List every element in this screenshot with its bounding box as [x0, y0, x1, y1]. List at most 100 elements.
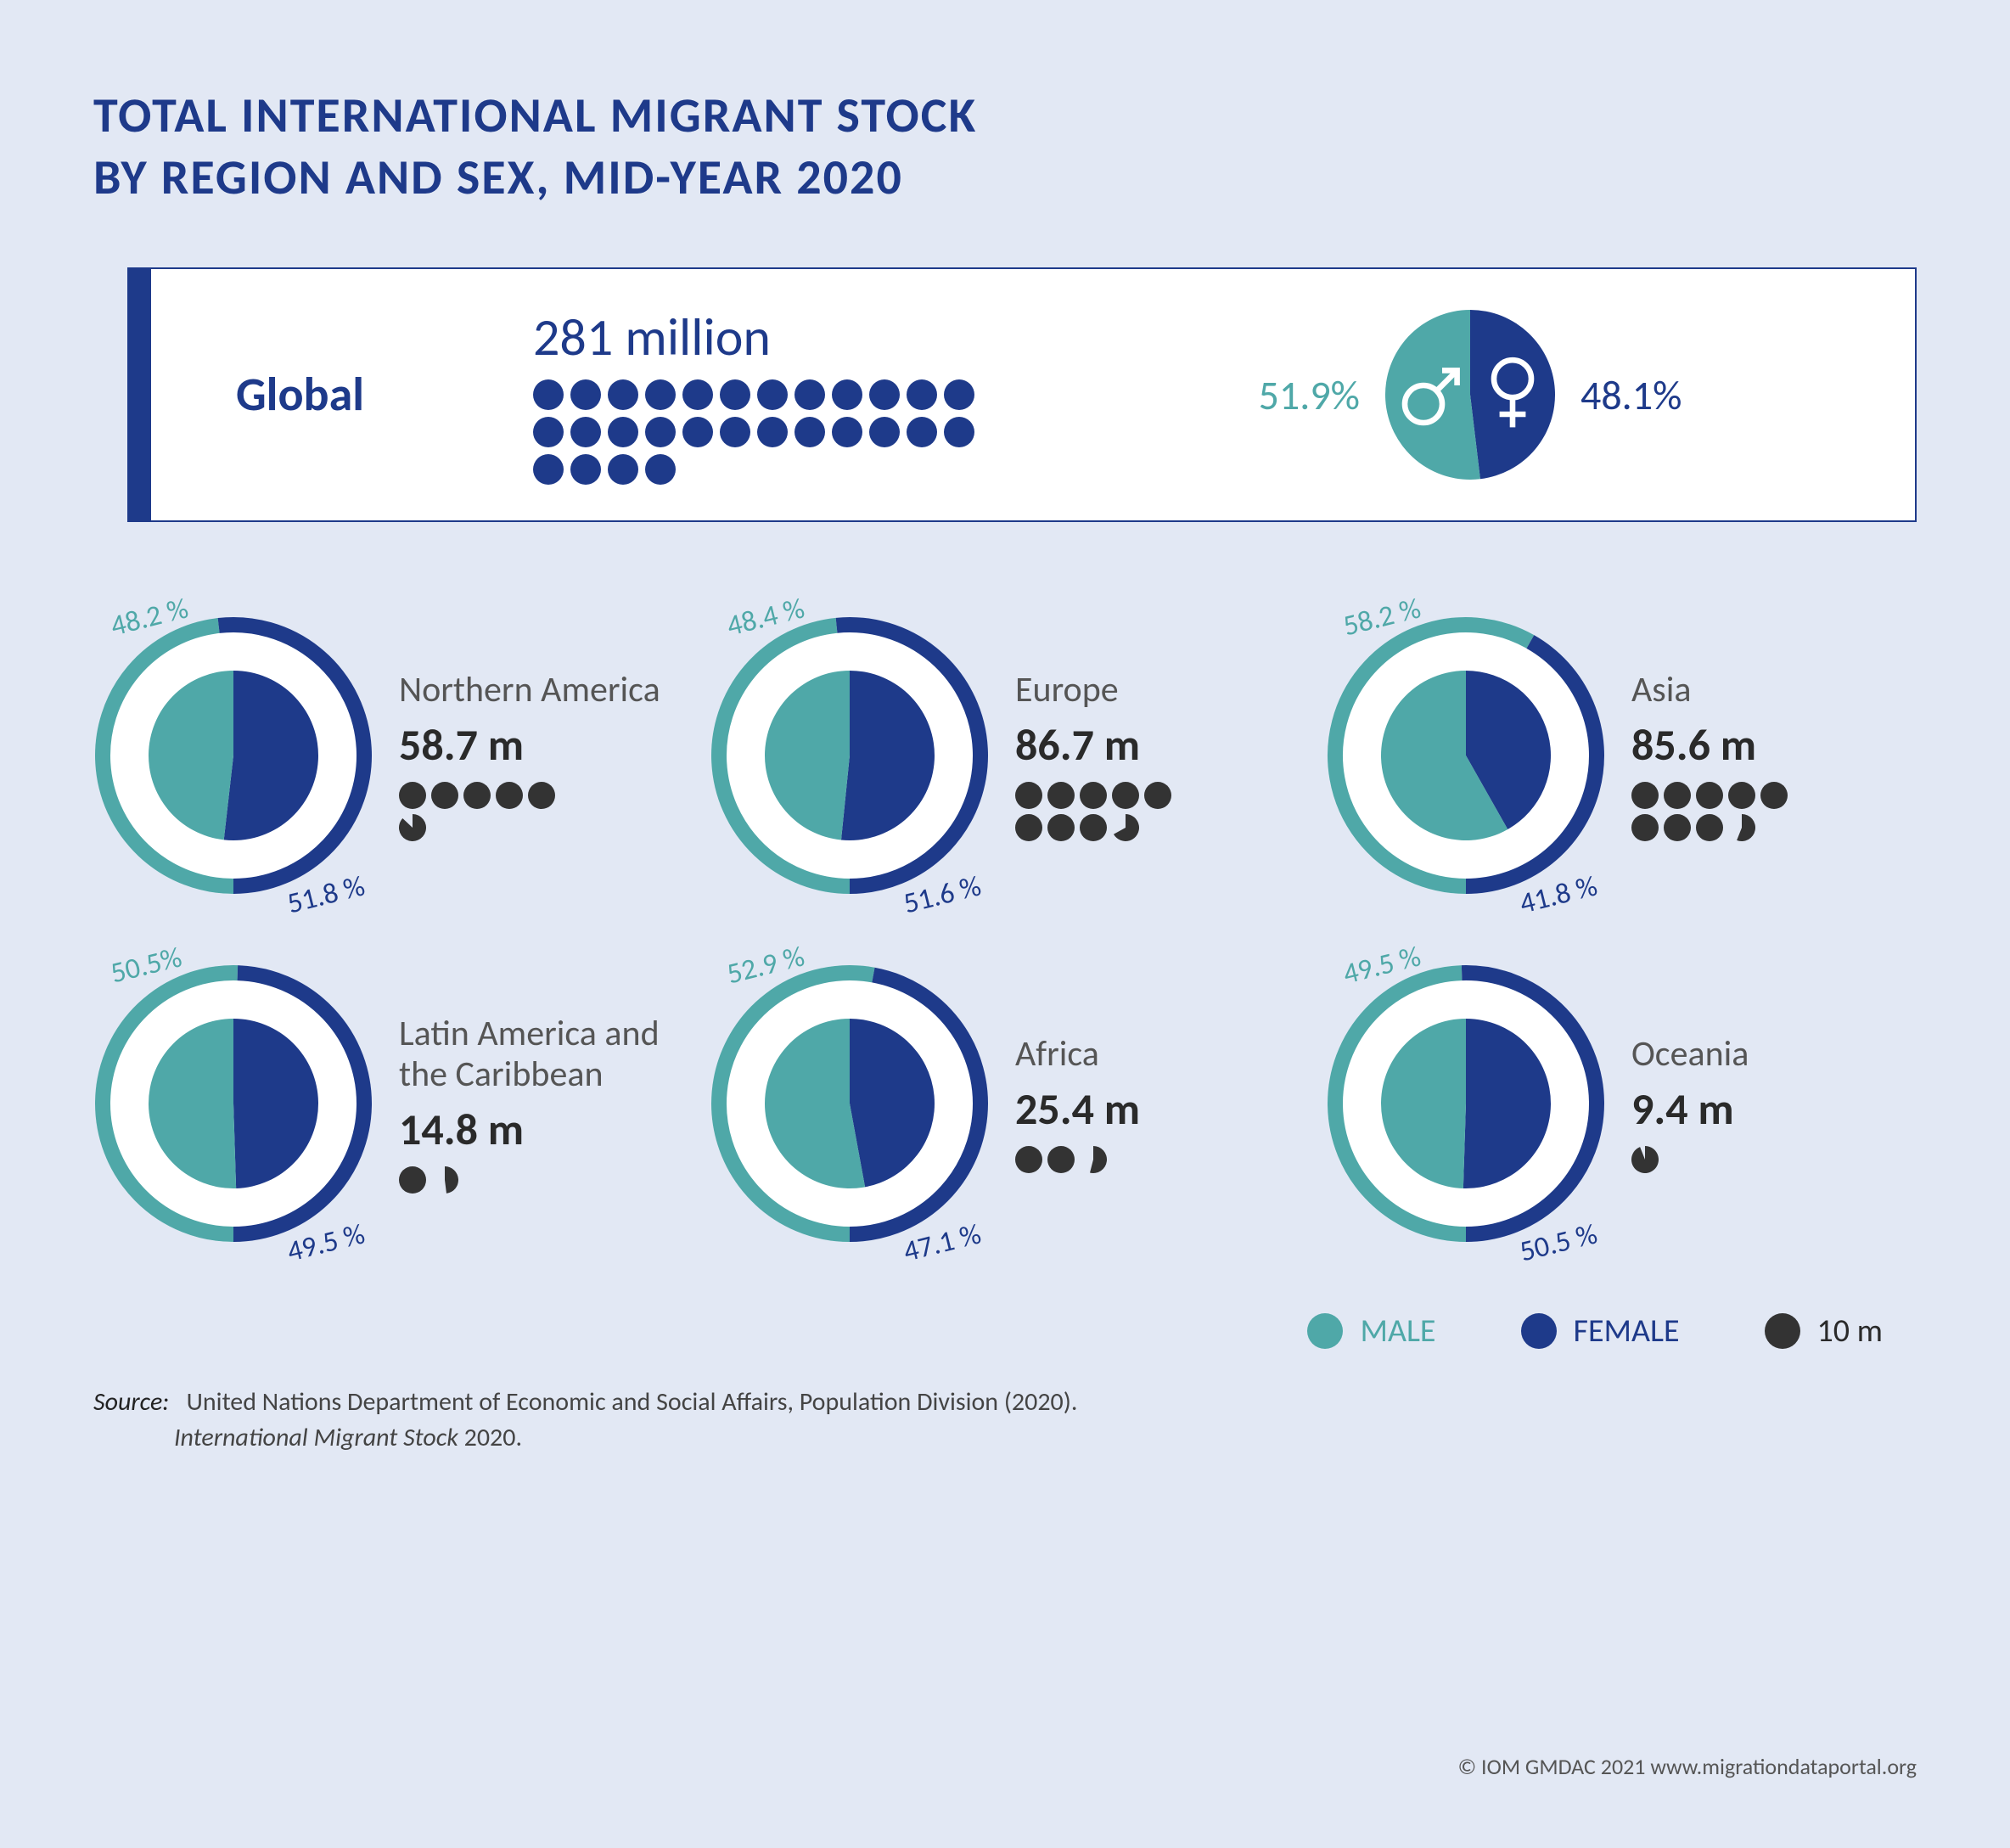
dot-icon — [533, 454, 564, 485]
dot-icon — [1112, 782, 1139, 809]
region-card: 58.2 % 41.8 % Asia 85.6 m — [1326, 615, 1917, 896]
partial-dot-icon — [1728, 814, 1755, 841]
global-pie-wrap: 51.9% 48.1% — [1076, 310, 1864, 480]
region-dot-row — [1015, 1146, 1202, 1173]
region-value: 58.7 m — [399, 717, 684, 772]
dot-icon — [1696, 782, 1723, 809]
region-card: 48.2 % 51.8 % Northern America 58.7 m — [93, 615, 684, 896]
region-info: Latin America and the Caribbean 14.8 m — [399, 1014, 684, 1194]
dot-icon — [1080, 814, 1107, 841]
region-name: Africa — [1015, 1034, 1300, 1075]
dot-icon — [528, 782, 555, 809]
regions-grid: 48.2 % 51.8 % Northern America 58.7 m 48… — [93, 581, 1917, 1286]
legend-unit: 10 m — [1765, 1312, 1883, 1351]
dot-icon — [682, 379, 713, 410]
global-pie-chart — [1385, 310, 1555, 480]
legend-male: MALE — [1307, 1312, 1435, 1351]
region-info: Oceania 9.4 m — [1631, 1034, 1917, 1173]
dot-icon — [399, 782, 426, 809]
region-name: Asia — [1631, 670, 1917, 711]
dot-icon — [1664, 782, 1691, 809]
dot-icon — [1047, 1146, 1075, 1173]
dot-icon — [720, 417, 750, 447]
dot-icon — [1015, 782, 1042, 809]
region-pie-chart: 48.4 % 51.6 % — [710, 615, 990, 896]
dot-icon — [869, 379, 900, 410]
region-pie-chart: 52.9 % 47.1 % — [710, 963, 990, 1244]
dot-icon — [832, 417, 862, 447]
dot-icon — [1144, 782, 1171, 809]
dot-icon — [794, 417, 825, 447]
global-label: Global — [202, 366, 533, 424]
dot-icon — [645, 454, 676, 485]
dot-icon — [533, 379, 564, 410]
region-value: 85.6 m — [1631, 717, 1917, 772]
region-card: 50.5% 49.5 % Latin America and the Carib… — [93, 963, 684, 1244]
dot-icon — [570, 379, 601, 410]
dot-icon — [907, 379, 937, 410]
title-line-2: BY REGION AND SEX, MID-YEAR 2020 — [93, 147, 1917, 209]
region-pie-chart: 48.2 % 51.8 % — [93, 615, 373, 896]
region-value: 9.4 m — [1631, 1081, 1917, 1136]
region-name: Oceania — [1631, 1034, 1917, 1075]
region-value: 86.7 m — [1015, 717, 1300, 772]
region-info: Northern America 58.7 m — [399, 670, 684, 841]
dot-icon — [1631, 814, 1659, 841]
dot-icon — [944, 417, 974, 447]
global-total-label: 281 million — [533, 305, 1076, 369]
dot-icon — [757, 417, 788, 447]
source-label: Source: — [93, 1386, 169, 1418]
legend-unit-swatch — [1765, 1313, 1800, 1349]
global-female-pct: 48.1% — [1580, 370, 1682, 420]
region-dot-row — [1631, 782, 1818, 841]
region-dot-row — [399, 782, 586, 841]
dot-icon — [1047, 814, 1075, 841]
dot-icon — [1696, 814, 1723, 841]
partial-dot-icon — [431, 1166, 458, 1194]
region-card: 48.4 % 51.6 % Europe 86.7 m — [710, 615, 1300, 896]
title-line-1: TOTAL INTERNATIONAL MIGRANT STOCK — [93, 85, 1917, 147]
region-name: Latin America and the Caribbean — [399, 1014, 684, 1096]
dot-icon — [682, 417, 713, 447]
dot-icon — [757, 379, 788, 410]
dot-icon — [570, 417, 601, 447]
region-card: 49.5 % 50.5 % Oceania 9.4 m — [1326, 963, 1917, 1244]
region-value: 25.4 m — [1015, 1081, 1300, 1136]
dot-icon — [832, 379, 862, 410]
region-name: Northern America — [399, 670, 684, 711]
dot-icon — [944, 379, 974, 410]
global-dot-grid — [533, 379, 1008, 485]
source-citation: Source: United Nations Department of Eco… — [93, 1385, 1917, 1456]
source-line1: United Nations Department of Economic an… — [187, 1386, 1078, 1418]
legend: MALE FEMALE 10 m — [93, 1286, 1917, 1385]
region-pie-chart: 49.5 % 50.5 % — [1326, 963, 1606, 1244]
dot-icon — [496, 782, 523, 809]
dot-icon — [1760, 782, 1788, 809]
region-info: Asia 85.6 m — [1631, 670, 1917, 841]
legend-female-swatch — [1521, 1313, 1557, 1349]
global-male-pct: 51.9% — [1259, 370, 1360, 420]
partial-dot-icon — [1080, 1146, 1107, 1173]
region-dot-row — [399, 1166, 586, 1194]
page-title: TOTAL INTERNATIONAL MIGRANT STOCK BY REG… — [93, 85, 1917, 208]
dot-icon — [645, 417, 676, 447]
partial-dot-icon — [1112, 814, 1139, 841]
dot-icon — [869, 417, 900, 447]
region-name: Europe — [1015, 670, 1300, 711]
dot-icon — [1631, 782, 1659, 809]
region-dot-row — [1015, 782, 1202, 841]
global-summary-box: Global 281 million 51.9% 48.1% — [127, 267, 1917, 522]
dot-icon — [1080, 782, 1107, 809]
dot-icon — [608, 379, 638, 410]
dot-icon — [794, 379, 825, 410]
legend-male-label: MALE — [1360, 1312, 1435, 1351]
dot-icon — [1047, 782, 1075, 809]
legend-female-label: FEMALE — [1574, 1312, 1680, 1351]
region-pie-chart: 50.5% 49.5 % — [93, 963, 373, 1244]
legend-unit-label: 10 m — [1817, 1312, 1883, 1351]
global-total-wrap: 281 million — [533, 305, 1076, 485]
dot-icon — [608, 454, 638, 485]
legend-male-swatch — [1307, 1313, 1343, 1349]
region-value: 14.8 m — [399, 1102, 684, 1156]
dot-icon — [1015, 1146, 1042, 1173]
